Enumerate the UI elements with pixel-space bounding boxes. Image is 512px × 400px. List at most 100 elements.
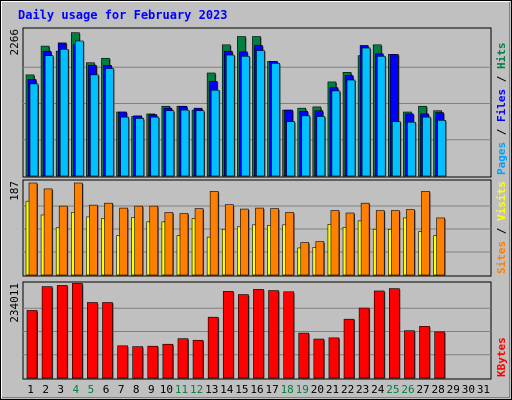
x-tick-label: 12 — [190, 383, 203, 396]
bar-kbytes-day-16 — [253, 289, 264, 379]
bar-pages-day-28 — [437, 120, 446, 177]
bar-pages-day-3 — [59, 49, 69, 177]
bar-sites-day-28 — [436, 217, 445, 276]
bar-pages-day-25 — [392, 121, 401, 177]
x-tick-label: 4 — [73, 383, 80, 396]
bar-kbytes-day-25 — [389, 288, 400, 379]
bar-sites-day-2 — [43, 188, 53, 276]
bar-kbytes-day-22 — [343, 318, 355, 379]
bar-pages-day-18 — [286, 121, 295, 177]
bar-sites-day-1 — [28, 182, 38, 276]
bar-kbytes-day-12 — [192, 339, 204, 379]
bar-sites-day-18 — [285, 212, 294, 276]
y-axis-label-part: Files — [495, 89, 508, 122]
x-tick-label: 28 — [432, 383, 445, 396]
x-tick-label: 2 — [42, 383, 49, 396]
x-tick-label: 15 — [235, 383, 248, 396]
x-tick-label: 20 — [311, 383, 324, 396]
bar-pages-day-12 — [195, 110, 205, 177]
bar-pages-day-26 — [407, 121, 416, 177]
x-tick-label: 6 — [103, 383, 110, 396]
bar-sites-day-7 — [119, 207, 128, 276]
y-axis-label: Pages / Files / Hits — [495, 43, 508, 176]
x-tick-label: 5 — [88, 383, 95, 396]
bar-kbytes-day-27 — [419, 326, 430, 379]
bar-kbytes-day-8 — [132, 346, 143, 379]
bar-pages-day-2 — [44, 55, 54, 177]
bar-pages-day-23 — [361, 47, 371, 177]
bar-pages-day-4 — [74, 40, 84, 177]
y-axis-label-part: Hits — [495, 43, 508, 70]
bar-kbytes-day-20 — [313, 338, 325, 379]
bar-sites-day-13 — [209, 191, 219, 276]
x-tick-label: 18 — [281, 383, 294, 396]
y-axis-label: KBytes — [495, 337, 508, 377]
bar-pages-day-9 — [150, 116, 160, 177]
bar-pages-day-1 — [29, 83, 39, 177]
bar-pages-day-8 — [135, 118, 144, 177]
bar-sites-day-17 — [270, 208, 279, 276]
bar-kbytes-day-21 — [328, 337, 340, 379]
bar-pages-day-22 — [346, 79, 356, 177]
x-tick-label: 17 — [265, 383, 278, 396]
bar-kbytes-day-3 — [56, 285, 68, 379]
chart-title: Daily usage for February 2023 — [18, 8, 228, 22]
bar-pages-day-20 — [316, 116, 326, 177]
bar-sites-day-24 — [375, 210, 385, 276]
bar-pages-day-19 — [301, 115, 311, 177]
bar-kbytes-day-23 — [358, 307, 370, 379]
bar-kbytes-day-15 — [238, 294, 249, 379]
bar-sites-day-9 — [149, 205, 159, 276]
bar-sites-day-12 — [194, 208, 204, 276]
bar-kbytes-day-19 — [298, 332, 310, 379]
bar-sites-day-15 — [240, 208, 249, 276]
bar-kbytes-day-4 — [71, 283, 83, 379]
y-axis-label-part: / — [495, 69, 508, 89]
bar-sites-day-16 — [255, 207, 264, 276]
bar-kbytes-day-10 — [162, 343, 174, 379]
bar-sites-day-21 — [330, 210, 340, 276]
bar-sites-day-14 — [224, 204, 234, 276]
x-tick-label: 1 — [27, 383, 34, 396]
bar-sites-day-11 — [179, 213, 189, 276]
bar-kbytes-day-9 — [147, 345, 159, 379]
x-tick-label: 25 — [386, 383, 399, 396]
bar-pages-day-11 — [180, 109, 190, 177]
y-axis-label-part: Sites — [495, 241, 508, 274]
bar-pages-day-5 — [90, 74, 99, 177]
bar-sites-day-19 — [300, 242, 310, 276]
bar-kbytes-day-11 — [177, 338, 189, 379]
bar-sites-day-6 — [104, 202, 113, 276]
x-tick-label: 14 — [220, 383, 234, 396]
bar-sites-day-3 — [58, 205, 68, 276]
bar-kbytes-day-5 — [87, 302, 98, 379]
bar-kbytes-day-13 — [207, 316, 219, 379]
bar-sites-day-20 — [315, 241, 325, 276]
chart-panels: 2266 Pages / Files / Hits 187 Sites / Visit… — [8, 27, 508, 380]
bar-pages-day-10 — [165, 110, 175, 177]
y-axis-label-part: KBytes — [495, 337, 508, 377]
bar-sites-day-23 — [360, 202, 370, 276]
y-axis-label: Sites / Visits — [495, 181, 508, 274]
bar-kbytes-day-17 — [268, 290, 279, 379]
bar-kbytes-day-14 — [222, 291, 234, 379]
bar-kbytes-day-6 — [102, 302, 113, 379]
bar-sites-day-5 — [89, 204, 98, 276]
bar-pages-day-7 — [120, 116, 129, 177]
bar-pages-day-6 — [105, 68, 114, 177]
bar-pages-day-16 — [256, 50, 265, 177]
x-tick-label: 22 — [341, 383, 354, 396]
y-max-label: 187 — [8, 181, 21, 201]
bar-pages-day-27 — [422, 116, 431, 177]
y-max-label: 234011 — [8, 283, 21, 323]
y-axis-label-part: Visits — [495, 181, 508, 221]
x-tick-label: 19 — [296, 383, 309, 396]
x-tick-label: 26 — [401, 383, 414, 396]
y-axis-label-part: / — [495, 221, 508, 241]
bar-pages-day-24 — [376, 56, 386, 177]
x-tick-label: 31 — [477, 383, 490, 396]
x-tick-label: 24 — [371, 383, 385, 396]
bar-kbytes-day-24 — [373, 290, 385, 379]
x-tick-label: 30 — [462, 383, 475, 396]
